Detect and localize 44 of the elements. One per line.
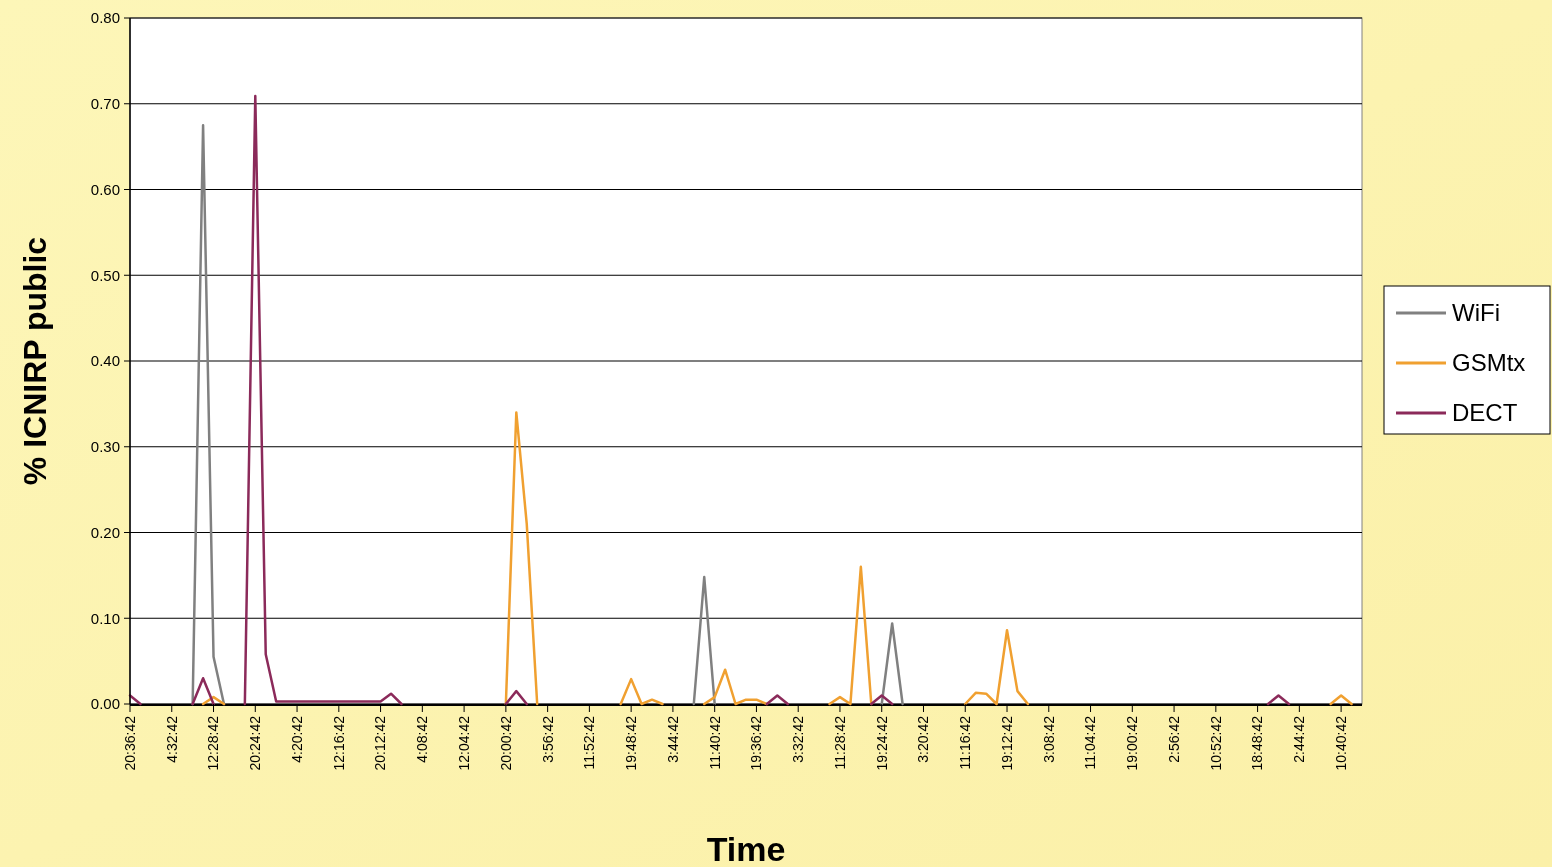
- x-tick-label: 4:20:42: [288, 715, 305, 763]
- x-tick-label: 20:24:42: [247, 715, 264, 771]
- x-tick-label: 11:16:42: [957, 715, 974, 770]
- x-tick-label: 20:36:42: [121, 715, 138, 771]
- x-tick-label: 3:20:42: [915, 715, 932, 763]
- y-tick-label: 0.20: [90, 523, 120, 541]
- x-tick-label: 20:00:42: [497, 715, 514, 771]
- x-tick-label: 12:16:42: [330, 715, 347, 771]
- x-tick-label: 3:32:42: [790, 715, 807, 763]
- legend-label: GSMtx: [1452, 349, 1526, 377]
- x-tick-label: 20:12:42: [372, 715, 389, 771]
- x-tick-label: 19:36:42: [748, 715, 765, 771]
- x-tick-label: 10:40:42: [1333, 715, 1350, 771]
- y-tick-label: 0.40: [90, 352, 120, 370]
- x-tick-label: 12:04:42: [456, 715, 472, 771]
- x-tick-label: 4:08:42: [414, 715, 431, 763]
- x-tick-label: 19:24:42: [873, 715, 890, 771]
- y-tick-label: 0.80: [90, 9, 120, 27]
- x-tick-label: 10:52:42: [1207, 715, 1224, 771]
- x-tick-label: 11:04:42: [1082, 715, 1099, 770]
- y-tick-label: 0.60: [90, 180, 120, 198]
- x-tick-label: 18:48:42: [1249, 715, 1266, 771]
- x-tick-label: 11:52:42: [581, 715, 598, 770]
- x-tick-label: 19:12:42: [998, 715, 1015, 771]
- x-tick-label: 3:56:42: [539, 715, 556, 763]
- legend-label: DECT: [1452, 399, 1518, 427]
- x-tick-label: 12:28:42: [205, 715, 222, 771]
- x-tick-label: 11:40:42: [706, 715, 723, 770]
- y-tick-label: 0.50: [90, 266, 120, 284]
- y-tick-label: 0.70: [90, 95, 120, 112]
- x-tick-label: 3:44:42: [664, 715, 681, 763]
- x-tick-label: 2:44:42: [1291, 715, 1308, 763]
- legend-label: WiFi: [1452, 299, 1500, 327]
- x-tick-label: 11:28:42: [831, 715, 848, 770]
- x-axis-title: Time: [706, 830, 786, 867]
- y-tick-label: 0.00: [90, 695, 120, 713]
- x-tick-label: 19:48:42: [623, 715, 640, 771]
- x-tick-label: 4:32:42: [163, 715, 180, 763]
- y-tick-label: 0.10: [90, 609, 120, 627]
- x-tick-label: 3:08:42: [1040, 715, 1057, 763]
- x-tick-label: 19:00:42: [1124, 715, 1141, 771]
- y-tick-label: 0.30: [90, 438, 120, 455]
- x-tick-label: 2:56:42: [1165, 715, 1182, 763]
- y-axis-title: % ICNIRP public: [17, 236, 53, 486]
